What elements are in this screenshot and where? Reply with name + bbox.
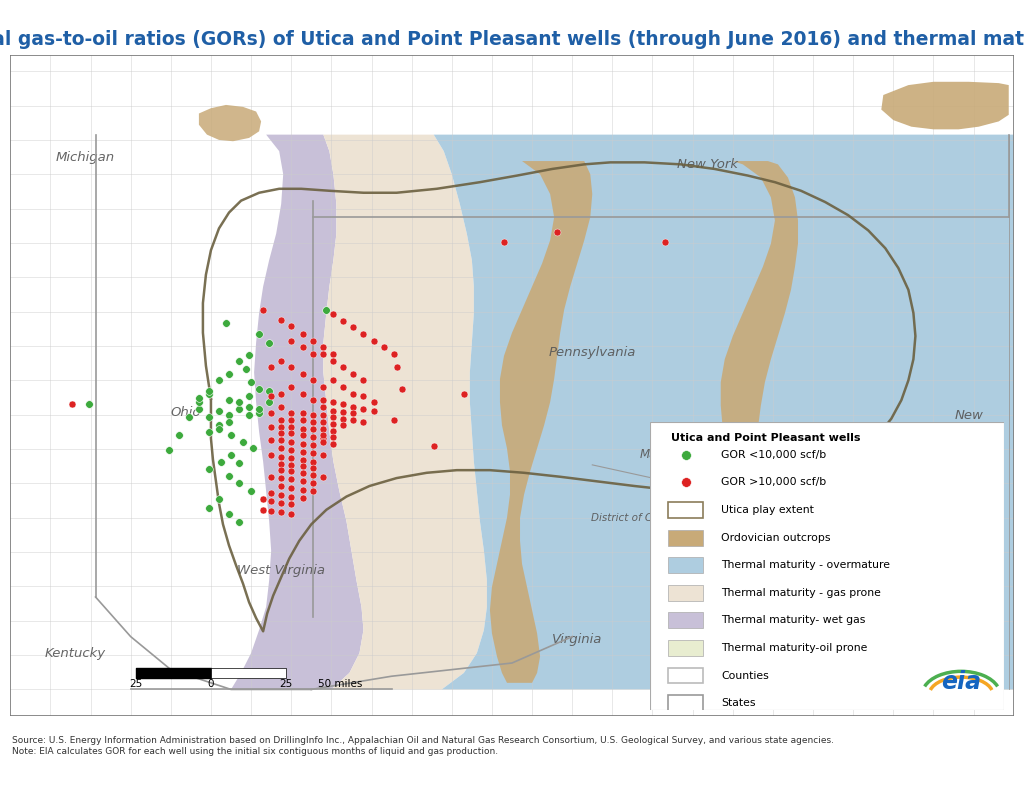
Text: New York: New York	[677, 158, 738, 171]
Bar	[668, 695, 703, 711]
Text: Michigan: Michigan	[56, 151, 115, 165]
Text: GOR >10,000 scf/b: GOR >10,000 scf/b	[721, 478, 826, 487]
Text: Utica play extent: Utica play extent	[721, 505, 814, 515]
Text: Thermal maturity- wet gas: Thermal maturity- wet gas	[721, 615, 865, 626]
Text: District of Col.: District of Col.	[591, 513, 665, 523]
Text: Maryland: Maryland	[640, 448, 695, 461]
Text: States: States	[721, 698, 756, 708]
Polygon shape	[434, 134, 1014, 690]
Bar	[668, 612, 703, 628]
Polygon shape	[199, 105, 261, 142]
Bar	[668, 640, 703, 656]
Text: West Virginia: West Virginia	[238, 564, 326, 577]
Bar	[668, 502, 703, 518]
Text: Thermal maturity - overmature: Thermal maturity - overmature	[721, 560, 890, 570]
Text: Utica and Point Pleasant wells: Utica and Point Pleasant wells	[672, 433, 861, 443]
Polygon shape	[489, 161, 592, 683]
Text: eia: eia	[941, 671, 981, 694]
Polygon shape	[324, 134, 487, 690]
Polygon shape	[231, 134, 364, 690]
Text: Ohio: Ohio	[171, 406, 201, 418]
Bar	[668, 668, 703, 683]
Text: GOR <10,000 scf/b: GOR <10,000 scf/b	[721, 450, 826, 460]
Text: Pennsylvania: Pennsylvania	[549, 346, 636, 359]
Text: Thermal maturity-oil prone: Thermal maturity-oil prone	[721, 643, 867, 653]
Text: 25: 25	[280, 679, 293, 690]
Bar	[668, 530, 703, 546]
Text: Source: U.S. Energy Information Administration based on DrillingInfo Inc., Appal: Source: U.S. Energy Information Administ…	[12, 736, 835, 756]
Bar	[668, 557, 703, 573]
Text: Counties: Counties	[721, 671, 769, 680]
Text: Virginia: Virginia	[552, 634, 602, 646]
Text: Initial gas-to-oil ratios (GORs) of Utica and Point Pleasant wells (through June: Initial gas-to-oil ratios (GORs) of Utic…	[0, 30, 1024, 49]
Text: Thermal maturity - gas prone: Thermal maturity - gas prone	[721, 588, 881, 598]
Text: 50 miles: 50 miles	[318, 679, 362, 690]
Text: New: New	[954, 409, 983, 422]
Text: Ordovician outcrops: Ordovician outcrops	[721, 532, 830, 543]
Bar	[668, 585, 703, 600]
Text: 0: 0	[208, 679, 214, 690]
Polygon shape	[718, 161, 798, 521]
Polygon shape	[882, 81, 1009, 130]
Text: Kentucky: Kentucky	[45, 646, 106, 660]
Text: 25: 25	[129, 679, 142, 690]
